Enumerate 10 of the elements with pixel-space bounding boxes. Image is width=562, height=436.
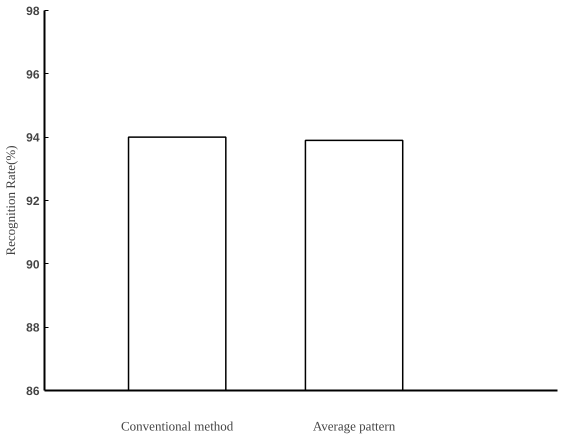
x-tick-label: Average pattern [312, 418, 396, 434]
y-axis-title: Recognition Rate(%) [3, 145, 18, 256]
y-tick-label: 98 [26, 4, 40, 18]
y-tick-label: 94 [26, 130, 40, 145]
y-tick-label: 96 [26, 67, 40, 82]
y-tick-label: 90 [26, 257, 40, 272]
x-tick-label: Conventional method [121, 418, 234, 434]
y-tick-label: 88 [26, 320, 40, 335]
y-tick-label: 86 [26, 384, 40, 398]
y-tick-label: 92 [26, 194, 40, 208]
